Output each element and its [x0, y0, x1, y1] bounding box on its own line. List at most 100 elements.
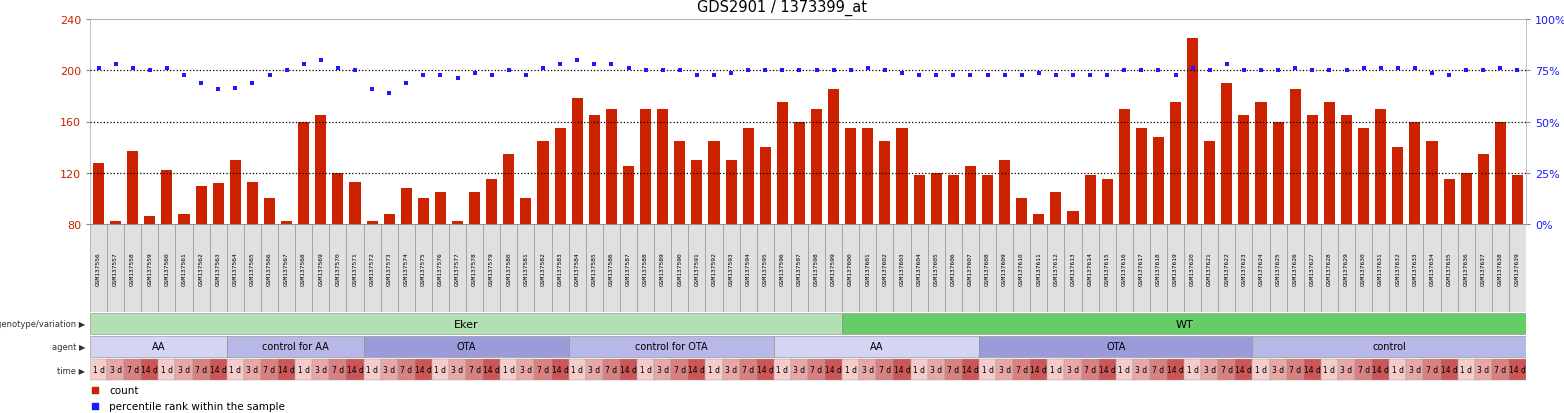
Bar — [1322, 359, 1337, 380]
Bar — [1098, 359, 1115, 380]
Text: 7 d: 7 d — [400, 365, 413, 374]
Text: percentile rank within the sample: percentile rank within the sample — [109, 401, 285, 411]
Text: 7 d: 7 d — [127, 365, 139, 374]
Bar — [809, 224, 826, 312]
Bar — [127, 152, 138, 224]
Text: GSM137561: GSM137561 — [181, 252, 186, 285]
Bar — [654, 359, 671, 380]
Bar — [313, 359, 330, 380]
Text: 3 d: 3 d — [109, 365, 122, 374]
Text: 14 d: 14 d — [1509, 365, 1526, 374]
Bar — [1067, 212, 1079, 224]
Point — [769, 68, 795, 74]
Bar — [363, 359, 380, 380]
Text: GSM137616: GSM137616 — [1121, 252, 1126, 285]
Bar — [605, 109, 616, 224]
Bar — [483, 224, 500, 312]
Text: AA: AA — [152, 342, 166, 351]
Bar — [896, 128, 907, 224]
Bar — [1340, 116, 1351, 224]
Text: GSM137576: GSM137576 — [438, 252, 443, 285]
Point — [530, 65, 555, 72]
Bar — [1048, 359, 1065, 380]
Point — [599, 62, 624, 68]
Text: 14 d: 14 d — [347, 365, 363, 374]
Bar — [637, 224, 654, 312]
Bar — [316, 116, 327, 224]
Bar — [757, 224, 774, 312]
Bar — [1423, 359, 1440, 380]
Text: 1 d: 1 d — [640, 365, 652, 374]
Point — [239, 81, 264, 87]
Bar — [640, 109, 651, 224]
Bar — [1218, 359, 1236, 380]
Point — [1043, 73, 1068, 79]
Bar — [261, 359, 278, 380]
Bar — [1509, 359, 1526, 380]
Point — [616, 65, 641, 72]
Text: 3 d: 3 d — [793, 365, 805, 374]
Bar — [572, 99, 583, 224]
Bar — [363, 224, 380, 312]
Point — [702, 73, 727, 79]
Point — [1181, 65, 1206, 72]
Bar — [555, 128, 566, 224]
Text: 3 d: 3 d — [998, 365, 1010, 374]
Point — [325, 65, 350, 72]
Text: GSM137575: GSM137575 — [421, 252, 425, 285]
Bar — [1170, 103, 1181, 224]
Bar — [1253, 359, 1270, 380]
Point — [1129, 68, 1154, 74]
Text: genotype/variation ▶: genotype/variation ▶ — [0, 319, 86, 328]
Text: 3 d: 3 d — [1340, 365, 1353, 374]
Text: 14 d: 14 d — [141, 365, 158, 374]
Point — [787, 68, 812, 74]
Text: 7 d: 7 d — [536, 365, 549, 374]
Text: GSM137594: GSM137594 — [746, 252, 751, 285]
Bar — [827, 90, 840, 224]
Bar — [740, 359, 757, 380]
Bar — [927, 224, 945, 312]
Text: 1 d: 1 d — [161, 365, 174, 374]
Text: 3 d: 3 d — [314, 365, 327, 374]
Point — [343, 68, 368, 74]
Bar — [1201, 359, 1218, 380]
Bar — [521, 199, 532, 224]
Bar — [1017, 199, 1028, 224]
Text: GSM137621: GSM137621 — [1207, 252, 1212, 285]
Bar — [893, 224, 910, 312]
Text: 1 d: 1 d — [708, 365, 719, 374]
Bar — [723, 224, 740, 312]
Bar — [124, 359, 141, 380]
Bar — [1084, 176, 1096, 224]
Bar — [296, 224, 313, 312]
Bar — [1358, 128, 1368, 224]
Point — [1487, 65, 1512, 72]
Bar — [175, 224, 192, 312]
Text: GSM137556: GSM137556 — [95, 252, 102, 285]
Bar — [774, 336, 979, 357]
Text: 7 d: 7 d — [263, 365, 275, 374]
Text: GSM137592: GSM137592 — [712, 252, 716, 285]
Bar — [227, 224, 244, 312]
Bar — [230, 161, 241, 224]
Text: 7 d: 7 d — [469, 365, 480, 374]
Text: 14 d: 14 d — [278, 365, 296, 374]
Point — [957, 73, 982, 79]
Bar — [999, 161, 1010, 224]
Text: GSM137584: GSM137584 — [574, 252, 580, 285]
Bar — [1236, 224, 1253, 312]
Point — [222, 85, 247, 92]
Text: 1 d: 1 d — [435, 365, 446, 374]
Text: GSM137625: GSM137625 — [1276, 252, 1281, 285]
Bar — [414, 359, 432, 380]
Bar — [400, 189, 411, 224]
Bar — [945, 359, 962, 380]
Bar — [1273, 122, 1284, 224]
Text: GSM137639: GSM137639 — [1516, 252, 1520, 285]
Text: 1 d: 1 d — [366, 365, 378, 374]
Text: GSM137597: GSM137597 — [798, 252, 802, 285]
Bar — [708, 141, 719, 224]
Text: GSM137631: GSM137631 — [1378, 252, 1383, 285]
Bar — [859, 359, 876, 380]
